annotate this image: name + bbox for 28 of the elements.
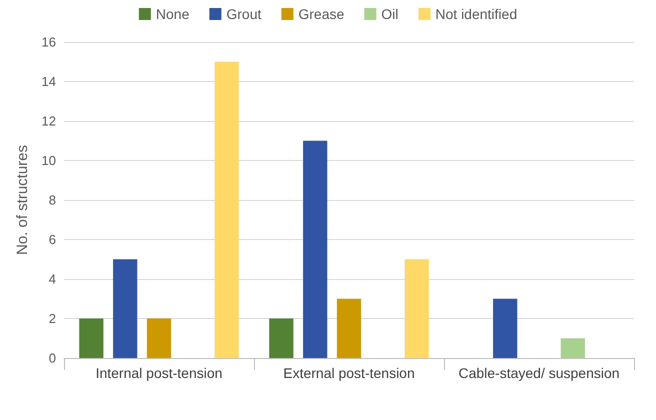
y-tick-label: 10 xyxy=(42,153,56,168)
legend-label: None xyxy=(156,6,190,22)
y-tick-label: 2 xyxy=(48,311,56,326)
bar xyxy=(269,318,294,358)
y-tick-label: 16 xyxy=(42,34,56,50)
bar xyxy=(303,140,328,358)
y-tick-label: 6 xyxy=(48,232,56,247)
bar xyxy=(560,338,585,358)
legend-label: Grease xyxy=(298,6,344,22)
bar xyxy=(493,298,518,358)
y-axis-title: No. of structures xyxy=(14,144,31,256)
y-tick-label: 14 xyxy=(42,74,56,89)
bar xyxy=(79,318,104,358)
bar xyxy=(146,318,172,358)
legend-label: Grout xyxy=(226,6,262,22)
y-tick-label: 4 xyxy=(48,272,56,286)
bar xyxy=(404,259,429,358)
y-tick-label: 8 xyxy=(48,192,56,208)
x-tick-label: External post-tension xyxy=(283,365,415,381)
legend-label: Oil xyxy=(381,6,398,22)
y-tick-label: 12 xyxy=(42,114,56,128)
x-tick-label: Internal post-tension xyxy=(96,365,222,381)
y-tick-label: 0 xyxy=(48,350,56,366)
x-tick-label: Cable-stayed/ suspension xyxy=(458,365,620,381)
bar xyxy=(336,298,362,358)
bar xyxy=(113,259,138,358)
legend-label: Not identified xyxy=(435,6,518,22)
bar xyxy=(214,62,239,358)
